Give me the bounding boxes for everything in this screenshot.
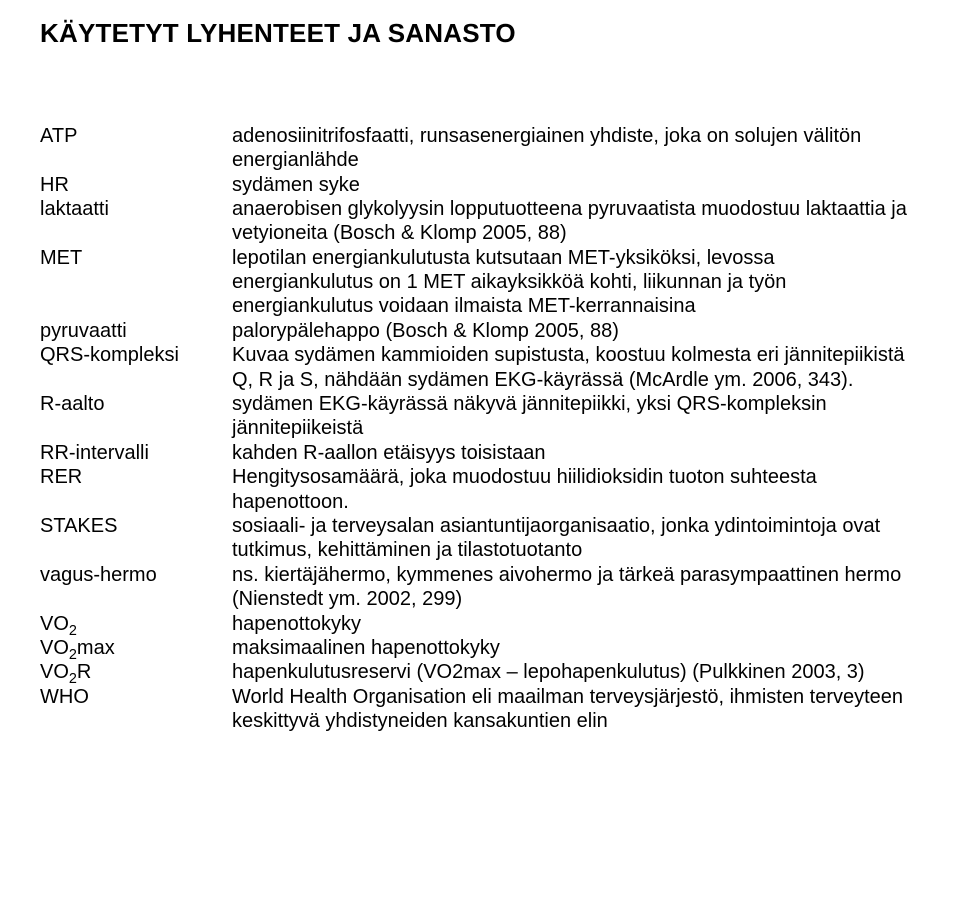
glossary-term: MET [40,246,232,270]
glossary-row: VO2hapenottokyky [40,612,920,636]
glossary-list: ATPadenosiinitrifosfaatti, runsasenergia… [40,124,920,734]
glossary-definition: lepotilan energiankulutusta kutsutaan ME… [232,246,920,319]
glossary-definition: ns. kiertäjähermo, kymmenes aivohermo ja… [232,563,920,612]
glossary-definition: hapenottokyky [232,612,920,636]
glossary-definition: hapenkulutusreservi (VO2max – lepohapenk… [232,660,920,684]
glossary-row: ATPadenosiinitrifosfaatti, runsasenergia… [40,124,920,173]
glossary-term: pyruvaatti [40,319,232,343]
glossary-term: RR-intervalli [40,441,232,465]
glossary-row: WHOWorld Health Organisation eli maailma… [40,685,920,734]
glossary-term: STAKES [40,514,232,538]
glossary-row: HRsydämen syke [40,173,920,197]
glossary-term: vagus-hermo [40,563,232,587]
glossary-definition: palorypälehappo (Bosch & Klomp 2005, 88) [232,319,920,343]
glossary-definition: sydämen syke [232,173,920,197]
glossary-term: WHO [40,685,232,709]
glossary-row: VO2maxmaksimaalinen hapenottokyky [40,636,920,660]
glossary-row: vagus-hermons. kiertäjähermo, kymmenes a… [40,563,920,612]
glossary-row: laktaattianaerobisen glykolyysin lopputu… [40,197,920,246]
glossary-term: RER [40,465,232,489]
glossary-term: HR [40,173,232,197]
glossary-term: QRS-kompleksi [40,343,232,367]
glossary-term: laktaatti [40,197,232,221]
glossary-term: VO2 [40,612,232,636]
glossary-term: ATP [40,124,232,148]
glossary-definition: adenosiinitrifosfaatti, runsasenergiaine… [232,124,920,173]
glossary-term: VO2max [40,636,232,660]
page-heading: KÄYTETYT LYHENTEET JA SANASTO [40,18,920,50]
glossary-row: QRS-kompleksiKuvaa sydämen kammioiden su… [40,343,920,392]
glossary-definition: World Health Organisation eli maailman t… [232,685,920,734]
glossary-row: METlepotilan energiankulutusta kutsutaan… [40,246,920,319]
glossary-row: VO2Rhapenkulutusreservi (VO2max – lepoha… [40,660,920,684]
glossary-definition: sosiaali- ja terveysalan asiantuntijaorg… [232,514,920,563]
glossary-term: R-aalto [40,392,232,416]
glossary-definition: Kuvaa sydämen kammioiden supistusta, koo… [232,343,920,392]
glossary-term: VO2R [40,660,232,684]
glossary-row: STAKESsosiaali- ja terveysalan asiantunt… [40,514,920,563]
glossary-definition: kahden R-aallon etäisyys toisistaan [232,441,920,465]
glossary-page: KÄYTETYT LYHENTEET JA SANASTO ATPadenosi… [0,0,960,904]
glossary-definition: sydämen EKG-käyrässä näkyvä jännitepiikk… [232,392,920,441]
glossary-definition: maksimaalinen hapenottokyky [232,636,920,660]
glossary-definition: Hengitysosamäärä, joka muodostuu hiilidi… [232,465,920,514]
glossary-definition: anaerobisen glykolyysin lopputuotteena p… [232,197,920,246]
glossary-row: RR-intervallikahden R-aallon etäisyys to… [40,441,920,465]
glossary-row: R-aaltosydämen EKG-käyrässä näkyvä jänni… [40,392,920,441]
glossary-row: RERHengitysosamäärä, joka muodostuu hiil… [40,465,920,514]
glossary-row: pyruvaattipalorypälehappo (Bosch & Klomp… [40,319,920,343]
